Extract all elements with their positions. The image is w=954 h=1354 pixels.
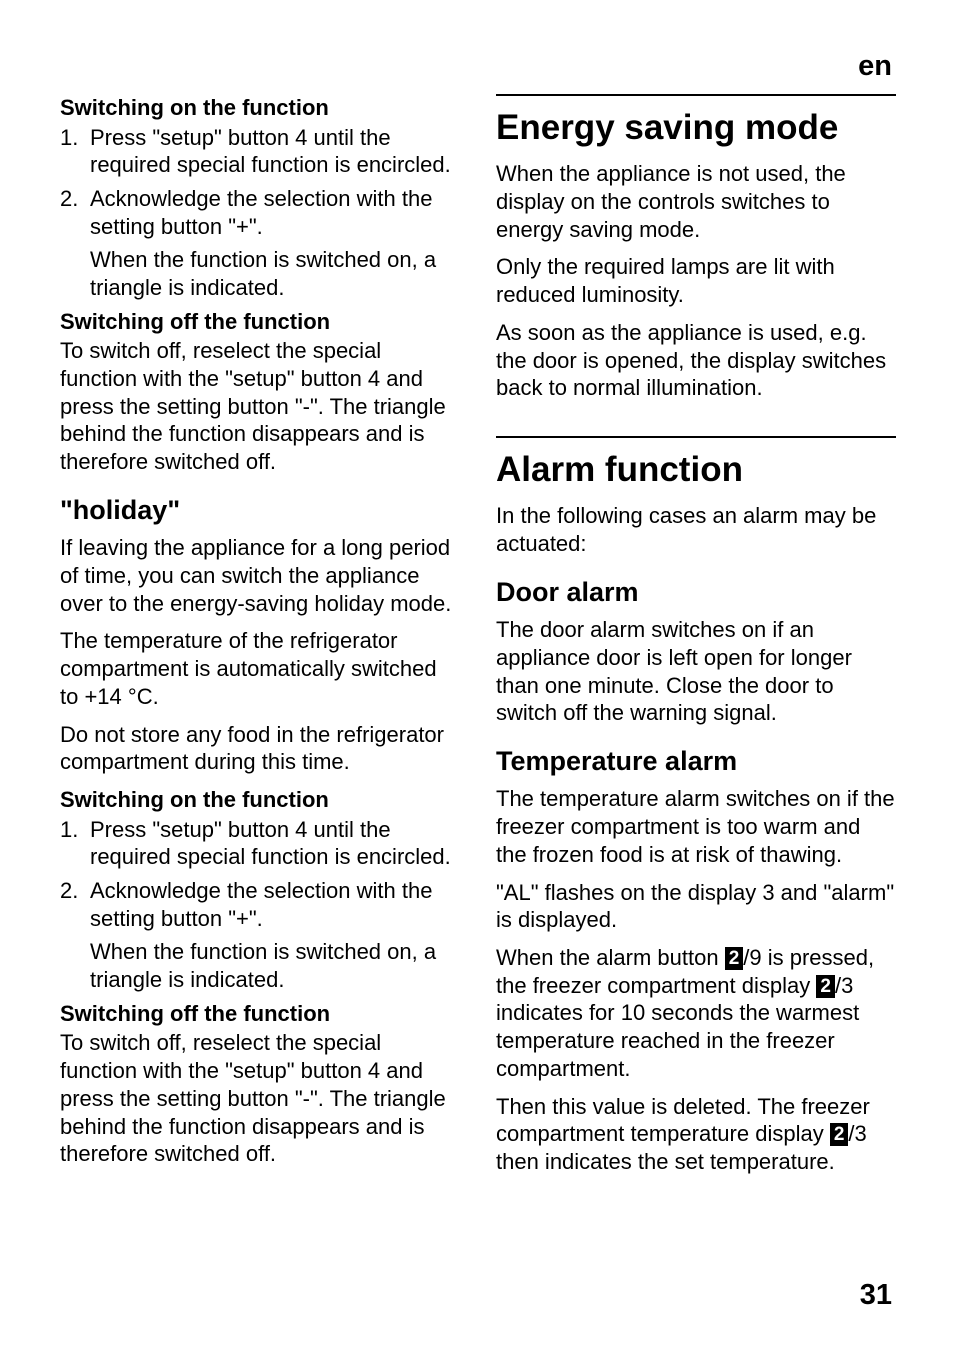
heading-switch-on-2: Switching on the function — [60, 786, 460, 814]
step-continuation: When the function is switched on, a tria… — [90, 938, 460, 993]
reference-badge: 2 — [816, 975, 835, 998]
paragraph: Only the required lamps are lit with red… — [496, 253, 896, 308]
list-item: 2. Acknowledge the selection with the se… — [60, 185, 460, 302]
step-number: 1. — [60, 816, 78, 844]
language-tag: en — [858, 50, 892, 83]
paragraph: As soon as the appliance is used, e.g. t… — [496, 319, 896, 402]
heading-switch-on-1: Switching on the function — [60, 94, 460, 122]
heading-temperature-alarm: Temperature alarm — [496, 745, 896, 777]
paragraph: If leaving the appliance for a long peri… — [60, 534, 460, 617]
paragraph: To switch off, reselect the special func… — [60, 1029, 460, 1168]
right-column: Energy saving mode When the appliance is… — [496, 94, 896, 1186]
paragraph: To switch off, reselect the special func… — [60, 337, 460, 476]
paragraph: The temperature alarm switches on if the… — [496, 785, 896, 868]
step-number: 2. — [60, 185, 78, 213]
paragraph: When the appliance is not used, the disp… — [496, 160, 896, 243]
left-column: Switching on the function 1. Press "setu… — [60, 94, 460, 1186]
list-item: 1. Press "setup" button 4 until the requ… — [60, 816, 460, 871]
reference-badge: 2 — [830, 1123, 849, 1146]
step-text: Press "setup" button 4 until the require… — [90, 125, 451, 178]
heading-switch-off-1: Switching off the function — [60, 308, 460, 336]
list-item: 1. Press "setup" button 4 until the requ… — [60, 124, 460, 179]
paragraph: In the following cases an alarm may be a… — [496, 502, 896, 557]
steps-list-2: 1. Press "setup" button 4 until the requ… — [60, 816, 460, 994]
paragraph: When the alarm button 2/9 is pressed, th… — [496, 944, 896, 1083]
step-number: 2. — [60, 877, 78, 905]
paragraph: The temperature of the refrigerator comp… — [60, 627, 460, 710]
list-item: 2. Acknowledge the selection with the se… — [60, 877, 460, 994]
step-text: Acknowledge the selection with the setti… — [90, 878, 432, 931]
reference-badge: 2 — [725, 947, 744, 970]
step-number: 1. — [60, 124, 78, 152]
heading-switch-off-2: Switching off the function — [60, 1000, 460, 1028]
paragraph: Then this value is deleted. The freezer … — [496, 1093, 896, 1176]
paragraph: Do not store any food in the refrigerato… — [60, 721, 460, 776]
step-text: Acknowledge the selection with the setti… — [90, 186, 432, 239]
paragraph: The door alarm switches on if an applian… — [496, 616, 896, 727]
page-number: 31 — [860, 1279, 892, 1312]
step-text: Press "setup" button 4 until the require… — [90, 817, 451, 870]
content-columns: Switching on the function 1. Press "setu… — [60, 94, 896, 1186]
heading-holiday: "holiday" — [60, 494, 460, 526]
text-fragment: When the alarm button — [496, 945, 725, 970]
step-continuation: When the function is switched on, a tria… — [90, 246, 460, 301]
text-fragment: Then this value is deleted. The freezer … — [496, 1094, 870, 1147]
paragraph: "AL" flashes on the display 3 and "alarm… — [496, 879, 896, 934]
steps-list-1: 1. Press "setup" button 4 until the requ… — [60, 124, 460, 302]
heading-door-alarm: Door alarm — [496, 576, 896, 608]
heading-alarm-function: Alarm function — [496, 436, 896, 490]
heading-energy-saving: Energy saving mode — [496, 94, 896, 148]
